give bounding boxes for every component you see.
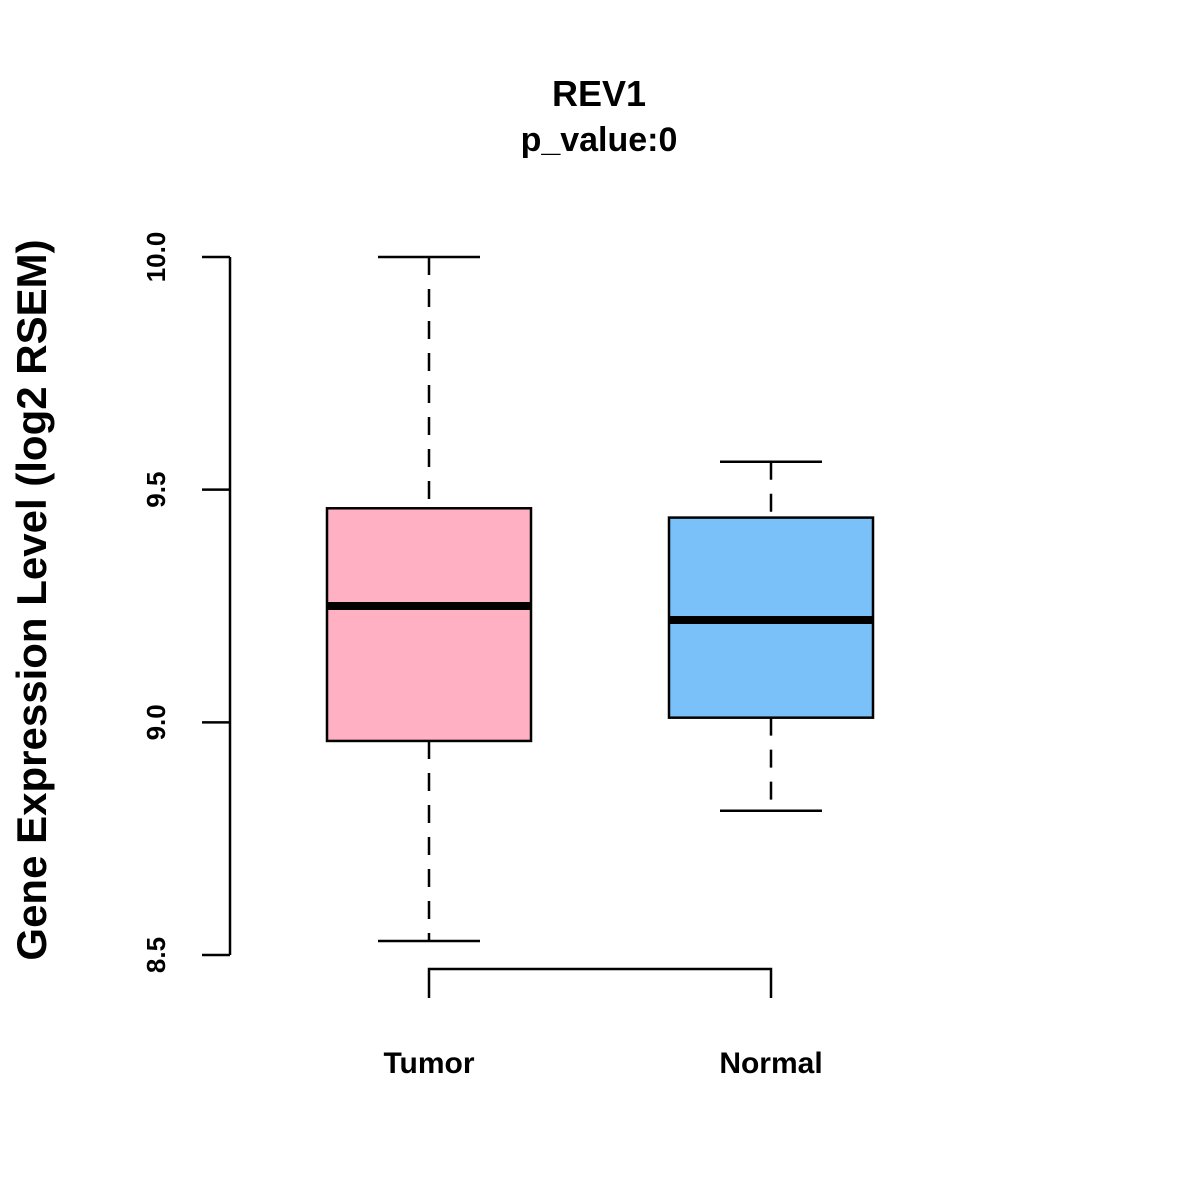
box-normal xyxy=(667,460,875,812)
box-tumor xyxy=(325,255,533,943)
y-axis: 8.5 9.0 9.5 10.0 xyxy=(141,232,232,973)
x-category-label-tumor: Tumor xyxy=(383,1047,474,1080)
chart-subtitle: p_value:0 xyxy=(521,121,678,159)
boxes-group xyxy=(325,255,875,943)
y-axis-label: Gene Expression Level (log2 RSEM) xyxy=(8,239,55,960)
y-tick-label: 8.5 xyxy=(141,937,171,973)
y-tick-label: 9.0 xyxy=(141,704,171,740)
significance-bracket xyxy=(427,967,773,998)
y-tick-label: 9.5 xyxy=(141,472,171,508)
chart-title: REV1 xyxy=(552,73,646,114)
x-category-label-normal: Normal xyxy=(719,1047,822,1080)
x-axis-category-labels: Tumor Normal xyxy=(383,1047,822,1080)
y-tick-label: 10.0 xyxy=(141,232,171,283)
bracket-line xyxy=(427,967,773,998)
iqr-box xyxy=(325,507,533,743)
